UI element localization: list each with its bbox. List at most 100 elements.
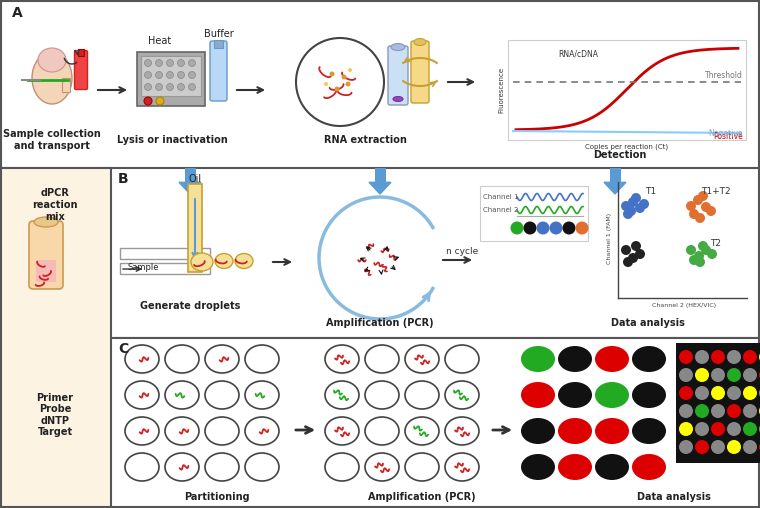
Circle shape (727, 404, 741, 418)
Polygon shape (604, 182, 626, 194)
Ellipse shape (632, 418, 666, 444)
Circle shape (562, 221, 575, 235)
Text: T2: T2 (711, 239, 721, 248)
Ellipse shape (414, 39, 426, 46)
Ellipse shape (125, 453, 159, 481)
Ellipse shape (445, 417, 479, 445)
Ellipse shape (325, 345, 359, 373)
Circle shape (679, 440, 693, 454)
Circle shape (701, 202, 711, 212)
Ellipse shape (595, 418, 629, 444)
Ellipse shape (391, 44, 405, 50)
Ellipse shape (205, 345, 239, 373)
Circle shape (166, 72, 173, 79)
Circle shape (743, 422, 757, 436)
FancyBboxPatch shape (388, 46, 408, 105)
Text: Lysis or inactivation: Lysis or inactivation (116, 135, 227, 145)
Bar (36, 260, 56, 282)
Text: T1: T1 (645, 187, 657, 197)
Circle shape (759, 422, 760, 436)
Circle shape (711, 422, 725, 436)
Ellipse shape (245, 381, 279, 409)
Circle shape (727, 350, 741, 364)
Text: n cycle: n cycle (446, 247, 478, 257)
Circle shape (156, 59, 163, 67)
Ellipse shape (521, 382, 555, 408)
Ellipse shape (245, 417, 279, 445)
Circle shape (144, 72, 151, 79)
Ellipse shape (245, 345, 279, 373)
Ellipse shape (325, 381, 359, 409)
Text: C: C (118, 342, 128, 356)
Circle shape (524, 221, 537, 235)
Ellipse shape (205, 453, 239, 481)
Bar (1, 168, 111, 507)
Text: Channel 2 (HEX/VIC): Channel 2 (HEX/VIC) (652, 302, 716, 307)
FancyBboxPatch shape (210, 41, 227, 101)
Text: Threshold: Threshold (705, 71, 743, 80)
Bar (596, 178, 751, 306)
Ellipse shape (235, 253, 253, 269)
Circle shape (743, 350, 757, 364)
Circle shape (330, 72, 334, 77)
Ellipse shape (365, 345, 399, 373)
Circle shape (698, 241, 708, 251)
Circle shape (686, 201, 696, 211)
Text: T1+T2: T1+T2 (701, 187, 731, 197)
Ellipse shape (445, 345, 479, 373)
Polygon shape (369, 182, 391, 194)
Circle shape (188, 83, 195, 90)
Text: RNA extraction: RNA extraction (324, 135, 407, 145)
Bar (137, 52, 205, 106)
Circle shape (144, 97, 152, 105)
Circle shape (759, 368, 760, 382)
Circle shape (511, 221, 524, 235)
Circle shape (727, 368, 741, 382)
Circle shape (341, 75, 347, 79)
Circle shape (144, 83, 151, 90)
Circle shape (178, 59, 185, 67)
Circle shape (759, 404, 760, 418)
Ellipse shape (558, 382, 592, 408)
Circle shape (549, 221, 562, 235)
Bar (375, 168, 385, 182)
Circle shape (695, 213, 705, 223)
Bar (120, 263, 210, 274)
Ellipse shape (365, 381, 399, 409)
Bar (188, 184, 202, 272)
Circle shape (727, 386, 741, 400)
Text: Fluorescence: Fluorescence (498, 67, 504, 113)
Circle shape (537, 221, 549, 235)
Circle shape (698, 191, 708, 201)
Circle shape (759, 440, 760, 454)
Polygon shape (179, 182, 201, 194)
Circle shape (296, 38, 384, 126)
Ellipse shape (165, 453, 199, 481)
Circle shape (348, 68, 352, 72)
Circle shape (188, 59, 195, 67)
Ellipse shape (558, 454, 592, 480)
Ellipse shape (445, 453, 479, 481)
Circle shape (156, 97, 164, 105)
Circle shape (695, 404, 709, 418)
Text: dPCR
reaction
mix: dPCR reaction mix (32, 188, 78, 221)
Bar (676, 343, 760, 463)
Circle shape (759, 350, 760, 364)
Ellipse shape (34, 217, 58, 227)
Text: Primer
Probe
dNTP
Target: Primer Probe dNTP Target (36, 393, 74, 437)
Circle shape (711, 368, 725, 382)
FancyBboxPatch shape (74, 50, 87, 89)
Text: Amplification (PCR): Amplification (PCR) (368, 492, 476, 502)
Text: Data analysis: Data analysis (611, 318, 685, 328)
Circle shape (679, 422, 693, 436)
Bar (480, 186, 588, 241)
Circle shape (679, 350, 693, 364)
Circle shape (711, 386, 725, 400)
Bar (1, 168, 759, 338)
Circle shape (623, 209, 633, 219)
Circle shape (156, 72, 163, 79)
Circle shape (701, 245, 711, 255)
Circle shape (623, 257, 633, 267)
Text: Copies per reaction (Ct): Copies per reaction (Ct) (585, 144, 669, 150)
Circle shape (711, 350, 725, 364)
